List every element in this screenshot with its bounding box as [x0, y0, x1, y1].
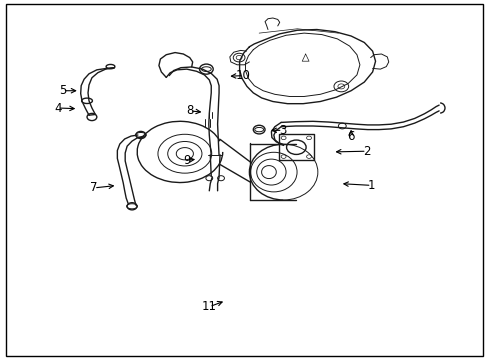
- Text: 3: 3: [278, 124, 286, 137]
- Text: 8: 8: [185, 104, 193, 117]
- Text: 9: 9: [183, 154, 190, 167]
- Text: 6: 6: [346, 130, 354, 143]
- Text: 4: 4: [54, 102, 61, 114]
- Text: 7: 7: [90, 181, 98, 194]
- Text: 10: 10: [236, 69, 250, 82]
- Text: 11: 11: [202, 300, 216, 313]
- Text: 2: 2: [362, 145, 370, 158]
- Text: 1: 1: [367, 179, 375, 192]
- Text: 5: 5: [59, 84, 66, 97]
